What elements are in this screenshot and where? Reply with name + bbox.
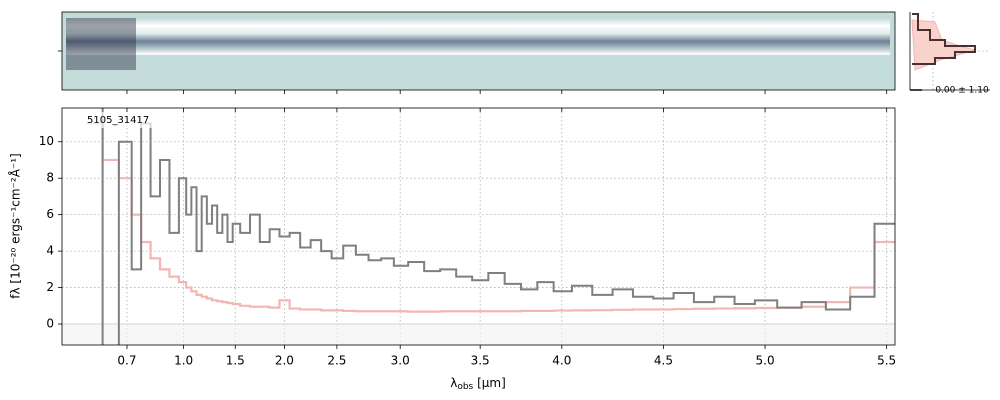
x-tick-label: 1.0 xyxy=(174,354,193,368)
series xyxy=(101,108,895,345)
y-tick-label: 4 xyxy=(46,244,54,258)
x-label-sub: obs xyxy=(457,382,473,392)
y-tick-label: 8 xyxy=(46,171,54,185)
spectrum-line xyxy=(101,108,895,345)
object-label: 5105_31417 xyxy=(87,115,149,126)
zero-band xyxy=(62,324,895,345)
plot-frame xyxy=(61,107,896,346)
x-tick-label: 5.0 xyxy=(756,354,775,368)
y-axis-label: fλ [10⁻²⁰ ergs⁻¹cm⁻²Å⁻¹] xyxy=(8,153,23,298)
x-label-unit: [μm] xyxy=(473,376,506,390)
x-tick-label: 5.5 xyxy=(877,354,896,368)
y-tick-label: 2 xyxy=(46,280,54,294)
y-tick-label: 10 xyxy=(39,134,54,148)
profile-panel: 0.00 ± 1.10 xyxy=(909,12,990,96)
spectrum-2d-panel xyxy=(58,11,896,91)
x-tick-label: 3.5 xyxy=(471,354,490,368)
label-box xyxy=(84,112,160,128)
x-axis-label: λobs [μm] xyxy=(450,376,506,392)
y-tick-label: 6 xyxy=(46,207,54,221)
y-tick-label: 0 xyxy=(46,317,54,331)
plot-area xyxy=(62,108,895,345)
series xyxy=(86,122,895,313)
x-tick-label: 2.0 xyxy=(275,354,294,368)
x-tick-label: 4.0 xyxy=(552,354,571,368)
x-label-symbol: λ xyxy=(450,376,457,390)
spectrum-line xyxy=(86,122,895,313)
x-tick-label: 0.7 xyxy=(117,354,136,368)
x-tick-label: 1.5 xyxy=(226,354,245,368)
profile-label: 0.00 ± 1.10 xyxy=(935,86,989,96)
x-tick-label: 2.5 xyxy=(327,354,346,368)
x-tick-label: 4.5 xyxy=(654,354,673,368)
x-tick-label: 3.0 xyxy=(391,354,410,368)
